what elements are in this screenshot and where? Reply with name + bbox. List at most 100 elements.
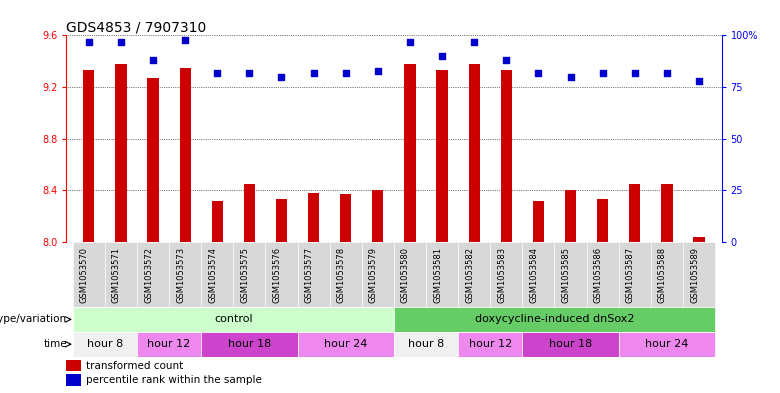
Bar bbox=[66, 375, 80, 386]
Bar bbox=[211, 201, 223, 242]
Point bbox=[147, 57, 159, 63]
Bar bbox=[619, 242, 651, 307]
Text: genotype/variation: genotype/variation bbox=[0, 314, 67, 324]
Bar bbox=[555, 242, 587, 307]
Point bbox=[564, 73, 576, 80]
Bar bbox=[372, 190, 384, 242]
Text: hour 12: hour 12 bbox=[469, 339, 512, 349]
Bar bbox=[587, 242, 619, 307]
Text: hour 8: hour 8 bbox=[87, 339, 123, 349]
Point bbox=[661, 70, 673, 76]
Bar bbox=[597, 199, 608, 242]
Bar bbox=[265, 242, 297, 307]
Point bbox=[179, 37, 191, 43]
Text: percentile rank within the sample: percentile rank within the sample bbox=[86, 375, 262, 385]
Text: GSM1053574: GSM1053574 bbox=[208, 247, 218, 303]
Text: GSM1053586: GSM1053586 bbox=[594, 247, 603, 303]
Text: GSM1053580: GSM1053580 bbox=[401, 247, 410, 303]
Text: hour 18: hour 18 bbox=[228, 339, 271, 349]
Bar bbox=[201, 242, 233, 307]
Text: GSM1053583: GSM1053583 bbox=[498, 247, 506, 303]
Point bbox=[597, 70, 609, 76]
Text: GSM1053589: GSM1053589 bbox=[690, 247, 699, 303]
Point bbox=[532, 70, 544, 76]
Bar bbox=[469, 64, 480, 242]
Bar bbox=[394, 332, 458, 356]
Text: GSM1053575: GSM1053575 bbox=[240, 247, 250, 303]
Text: GSM1053584: GSM1053584 bbox=[530, 247, 538, 303]
Bar bbox=[651, 242, 683, 307]
Point bbox=[307, 70, 320, 76]
Bar bbox=[683, 242, 715, 307]
Bar bbox=[394, 307, 715, 332]
Bar bbox=[73, 242, 105, 307]
Bar bbox=[661, 184, 672, 242]
Bar bbox=[501, 70, 512, 242]
Text: transformed count: transformed count bbox=[86, 361, 183, 371]
Bar bbox=[276, 199, 287, 242]
Point bbox=[211, 70, 224, 76]
Point bbox=[436, 53, 448, 59]
Text: doxycycline-induced dnSox2: doxycycline-induced dnSox2 bbox=[475, 314, 634, 324]
Bar bbox=[523, 242, 555, 307]
Bar bbox=[201, 332, 297, 356]
Bar bbox=[458, 242, 491, 307]
Text: time: time bbox=[44, 339, 67, 349]
Bar bbox=[83, 70, 94, 242]
Bar bbox=[147, 78, 158, 242]
Point bbox=[629, 70, 641, 76]
Bar bbox=[137, 332, 201, 356]
Text: GSM1053582: GSM1053582 bbox=[465, 247, 474, 303]
Text: GSM1053570: GSM1053570 bbox=[80, 247, 89, 303]
Bar bbox=[533, 201, 544, 242]
Text: GSM1053577: GSM1053577 bbox=[305, 247, 314, 303]
Text: GSM1053587: GSM1053587 bbox=[626, 247, 635, 303]
Bar bbox=[491, 242, 523, 307]
Bar bbox=[137, 242, 169, 307]
Text: hour 8: hour 8 bbox=[408, 339, 444, 349]
Point bbox=[243, 70, 256, 76]
Bar bbox=[394, 242, 426, 307]
Point bbox=[371, 67, 384, 73]
Bar bbox=[404, 64, 416, 242]
Bar bbox=[619, 332, 715, 356]
Text: GSM1053571: GSM1053571 bbox=[112, 247, 121, 303]
Bar bbox=[73, 307, 394, 332]
Text: hour 18: hour 18 bbox=[549, 339, 592, 349]
Bar bbox=[115, 64, 126, 242]
Bar bbox=[458, 332, 523, 356]
Bar bbox=[169, 242, 201, 307]
Bar bbox=[437, 70, 448, 242]
Bar bbox=[565, 190, 576, 242]
Bar bbox=[297, 242, 330, 307]
Point bbox=[115, 39, 127, 45]
Bar bbox=[73, 332, 137, 356]
Text: GSM1053579: GSM1053579 bbox=[369, 247, 378, 303]
Text: GSM1053581: GSM1053581 bbox=[433, 247, 442, 303]
Bar bbox=[693, 237, 704, 242]
Point bbox=[339, 70, 352, 76]
Bar bbox=[330, 242, 362, 307]
Text: GDS4853 / 7907310: GDS4853 / 7907310 bbox=[66, 20, 207, 34]
Bar bbox=[233, 242, 265, 307]
Point bbox=[500, 57, 512, 63]
Text: GSM1053585: GSM1053585 bbox=[562, 247, 570, 303]
Bar bbox=[244, 184, 255, 242]
Text: GSM1053573: GSM1053573 bbox=[176, 247, 185, 303]
Point bbox=[275, 73, 288, 80]
Bar bbox=[308, 193, 319, 242]
Bar bbox=[362, 242, 394, 307]
Text: control: control bbox=[214, 314, 253, 324]
Text: hour 24: hour 24 bbox=[645, 339, 689, 349]
Text: hour 12: hour 12 bbox=[147, 339, 190, 349]
Point bbox=[693, 78, 705, 84]
Text: GSM1053576: GSM1053576 bbox=[272, 247, 282, 303]
Text: GSM1053578: GSM1053578 bbox=[337, 247, 346, 303]
Bar bbox=[340, 194, 351, 242]
Point bbox=[404, 39, 417, 45]
Text: hour 24: hour 24 bbox=[324, 339, 367, 349]
Point bbox=[468, 39, 480, 45]
Bar bbox=[629, 184, 640, 242]
Bar bbox=[66, 360, 80, 371]
Bar bbox=[523, 332, 619, 356]
